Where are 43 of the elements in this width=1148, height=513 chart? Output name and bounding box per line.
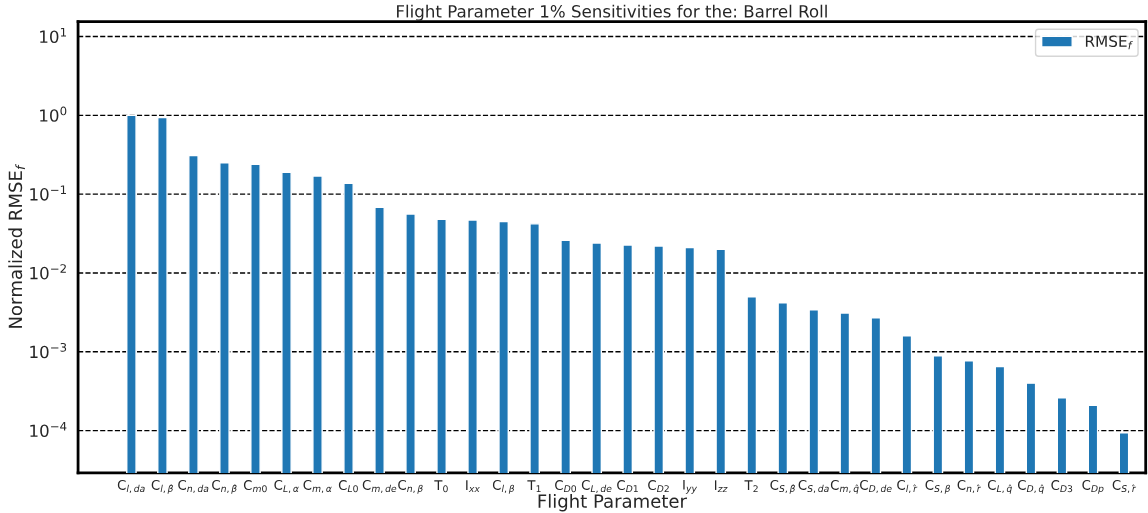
x-tick-label: C$_{L0}$ [338, 480, 358, 493]
x-tick-label: I$_{yy}$ [683, 479, 698, 494]
x-tick-label: C$_{L,α}$ [274, 479, 299, 493]
y-tick-label: 10$^{0}$ [40, 106, 67, 122]
x-tick-label: C$_{l,r̂}$ [897, 479, 918, 493]
x-tick-label: C$_{n,r̂}$ [957, 479, 982, 493]
x-tick-label: C$_{l,β}$ [492, 479, 515, 494]
x-tick-label: C$_{S,β}$ [925, 479, 951, 494]
y-tick-label: 10$^{−4}$ [30, 421, 67, 438]
y-tick-label: 10$^{−1}$ [30, 185, 66, 201]
x-tick-label: C$_{S,r̂}$ [1112, 479, 1137, 493]
x-tick-label: C$_{D0}$ [555, 480, 577, 493]
x-tick-label: I$_{zz}$ [714, 480, 728, 493]
x-tick-label: C$_{m0}$ [243, 480, 267, 493]
x-tick-label: C$_{l,da}$ [117, 479, 145, 493]
chart-title: Flight Parameter 1% Sensitivities for the: Barrel Roll [397, 4, 827, 21]
x-tick-label: T$_{0}$ [434, 480, 448, 493]
x-tick-label: C$_{m,de}$ [362, 479, 397, 493]
y-axis-title: Normalized RMSE$_{f}$ [8, 163, 25, 328]
x-tick-label: T$_{2}$ [744, 480, 758, 493]
x-tick-label: C$_{Dp}$ [1082, 479, 1104, 494]
y-tick-label: 10$^{1}$ [40, 27, 67, 43]
x-tick-label: C$_{S,da}$ [798, 479, 829, 493]
x-tick-label: C$_{n,β}$ [398, 479, 423, 494]
x-tick-label: C$_{S,β̂}$ [770, 479, 795, 494]
x-tick-label: C$_{l,β̂}$ [151, 479, 173, 494]
y-tick-label: 10$^{−3}$ [30, 342, 67, 359]
x-tick-label: C$_{n,da}$ [178, 479, 209, 493]
x-tick-label: C$_{m,q̂}$ [830, 479, 859, 494]
x-tick-label: C$_{L,de}$ [581, 479, 612, 493]
y-tick-label: 10$^{−2}$ [30, 264, 66, 280]
x-tick-label: T$_{1}$ [527, 480, 541, 493]
x-tick-label: I$_{xx}$ [466, 480, 480, 493]
x-tick-label: C$_{L,q̂}$ [987, 479, 1012, 494]
x-tick-label: C$_{D,q̂}$ [1017, 479, 1044, 494]
legend-label: RMSE$_{f}$ [1085, 35, 1133, 50]
x-tick-label: C$_{m,α}$ [303, 479, 332, 493]
x-tick-label: C$_{D3}$ [1051, 480, 1073, 493]
x-axis-title: Flight Parameter [538, 493, 687, 512]
x-tick-label: C$_{D1}$ [617, 480, 638, 493]
x-tick-label: C$_{D,de}$ [860, 479, 892, 493]
x-tick-label: C$_{D2}$ [648, 480, 669, 493]
x-tick-label: C$_{n,β̂}$ [212, 479, 237, 494]
